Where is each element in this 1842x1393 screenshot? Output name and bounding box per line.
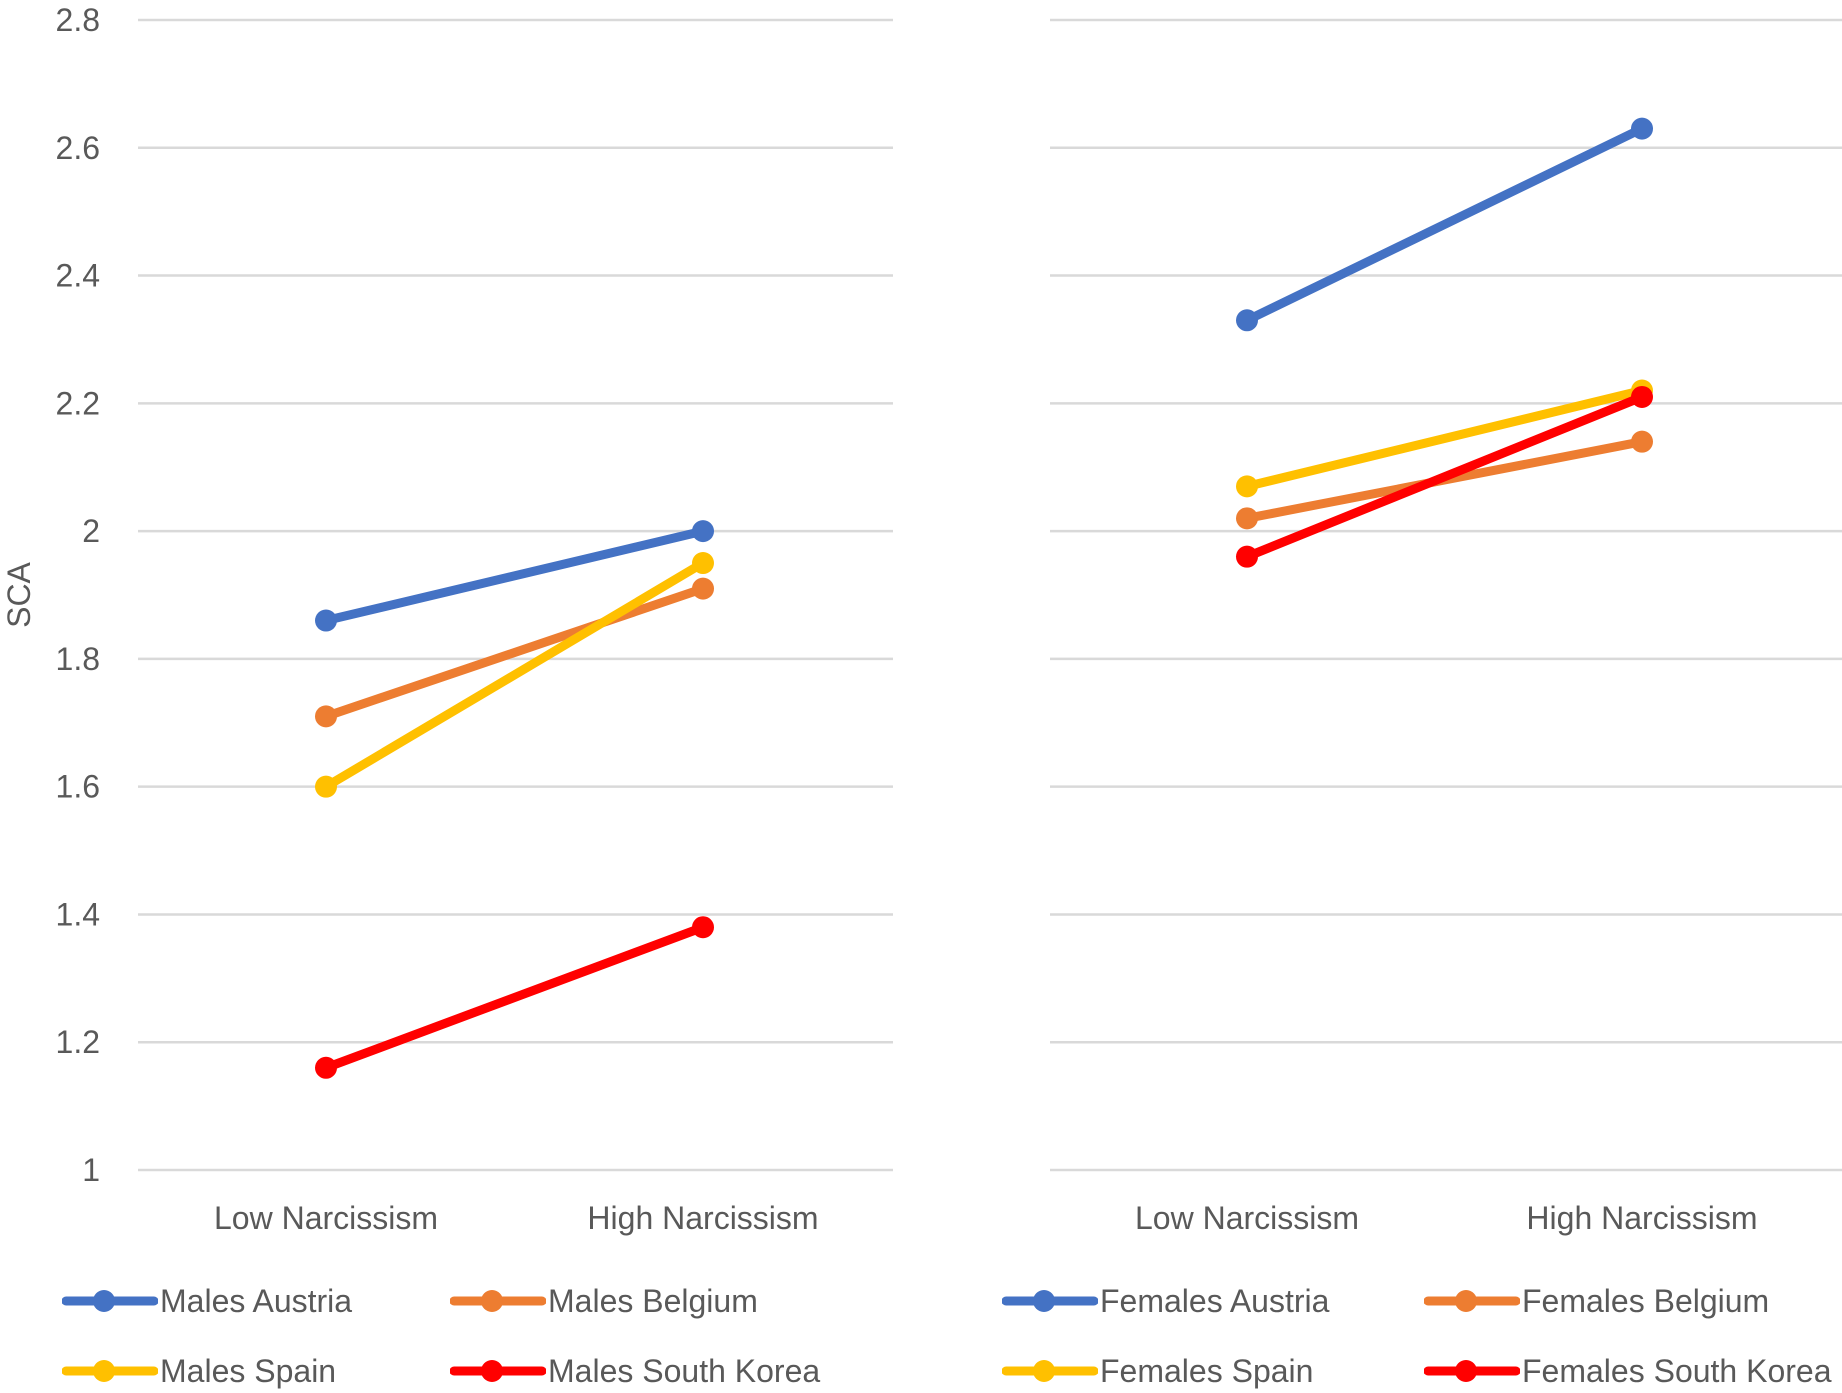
data-point (692, 520, 714, 543)
data-point (1631, 430, 1653, 453)
x-axis-ticks: Low Narcissism High Narcissism Low Narciss… (214, 1200, 1758, 1236)
y-tick-label: 1.4 (56, 896, 100, 932)
data-point (1236, 507, 1258, 530)
series-line (321, 526, 708, 626)
data-point (1236, 475, 1258, 498)
gridlines (138, 18, 1842, 1172)
y-tick-label: 1.8 (56, 641, 100, 677)
y-tick-label: 2.6 (56, 130, 100, 166)
y-tick-label: 1.6 (56, 769, 100, 805)
y-tick-label: 1.2 (56, 1024, 100, 1060)
y-tick-label: 2.4 (56, 258, 100, 294)
data-point (692, 577, 714, 600)
series-lines (315, 117, 1653, 1079)
series-males-spain (315, 552, 714, 798)
y-tick-label: 1 (82, 1152, 100, 1188)
series-line (321, 558, 708, 792)
data-point (1631, 385, 1653, 408)
data-point (1631, 117, 1653, 140)
data-point (315, 1056, 337, 1079)
series-line (1242, 386, 1647, 491)
series-line (1242, 392, 1647, 562)
x-tick-label: High Narcissism (1526, 1200, 1757, 1236)
series-females-austria (1236, 117, 1653, 332)
data-point (692, 552, 714, 575)
data-point (1236, 545, 1258, 568)
series-line (1242, 124, 1647, 325)
data-point (315, 609, 337, 632)
data-point (315, 775, 337, 798)
series-line (321, 922, 708, 1073)
data-point (1236, 309, 1258, 332)
x-tick-label: High Narcissism (587, 1200, 818, 1236)
y-axis-ticks: 1 1.2 1.4 1.6 1.8 2 2.2 2.4 2.6 2.8 (56, 2, 100, 1188)
data-point (692, 916, 714, 939)
y-axis-label: SCA (1, 561, 37, 627)
y-tick-label: 2.8 (56, 2, 100, 38)
y-tick-label: 2 (82, 513, 100, 549)
series-males-south-korea (315, 916, 714, 1079)
series-males-belgium (315, 577, 714, 728)
x-tick-label: Low Narcissism (214, 1200, 438, 1236)
series-females-south-korea (1236, 385, 1653, 568)
y-tick-label: 2.2 (56, 385, 100, 421)
data-point (315, 705, 337, 728)
series-line (321, 584, 708, 721)
series-males-austria (315, 520, 714, 632)
x-tick-label: Low Narcissism (1135, 1200, 1359, 1236)
